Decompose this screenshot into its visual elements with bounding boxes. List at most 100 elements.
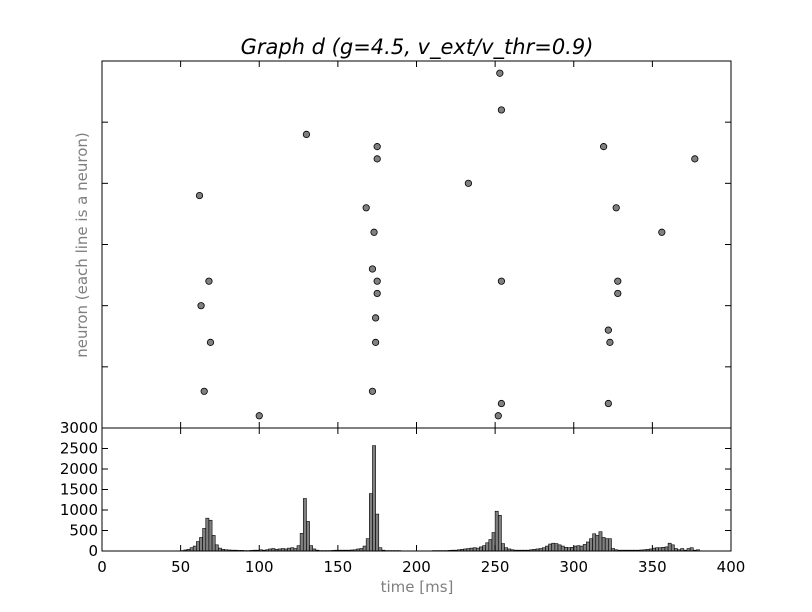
histogram-bar: [375, 513, 380, 552]
spike-point: [373, 277, 381, 285]
histogram-bar: [488, 539, 493, 552]
histogram-bar: [548, 543, 553, 552]
spike-point: [494, 412, 502, 420]
histogram-bar: [214, 544, 219, 552]
raster-points: [195, 69, 699, 420]
histogram-bar: [667, 542, 672, 552]
histogram-bar: [365, 538, 370, 552]
x-tick-label: 100: [245, 558, 274, 576]
histogram-bar: [192, 545, 197, 552]
spike-point: [372, 338, 380, 346]
histogram-bar: [564, 547, 568, 552]
spike-point: [362, 204, 370, 212]
histogram-bar: [196, 541, 200, 552]
spike-point: [614, 277, 622, 285]
histogram-bar: [579, 545, 584, 552]
spike-point: [195, 191, 204, 200]
histogram-bar: [296, 545, 301, 552]
x-tick-label: 300: [559, 558, 588, 576]
y-tick-label: 1000: [60, 501, 98, 519]
histogram-bar: [560, 545, 565, 552]
y-tick-label: 3000: [60, 419, 98, 437]
x-tick-label: 400: [717, 558, 746, 576]
histogram-bar: [661, 547, 666, 552]
histogram-bar: [557, 544, 562, 552]
spike-point: [302, 130, 311, 138]
y-tick-label: 1500: [60, 481, 98, 499]
histogram-bar: [309, 545, 314, 552]
x-tick-label: 150: [324, 558, 353, 576]
chart-title: Graph d (g=4.5, v_ext/v_thr=0.9): [241, 35, 594, 60]
histogram-bar: [482, 545, 486, 552]
spike-point: [614, 289, 622, 298]
spike-point: [496, 69, 504, 77]
axis-tick-labels: 0 50 100 150 200 250 300 350 400 0 500 1000 1500 2000…: [60, 419, 746, 576]
x-tick-label: 200: [402, 558, 431, 576]
histogram-bar: [576, 545, 581, 552]
histogram-bar: [369, 493, 373, 552]
spike-point: [205, 277, 213, 285]
spike-point: [200, 387, 208, 395]
x-tick-label: 350: [638, 558, 667, 576]
histogram-bar: [211, 535, 216, 552]
raster-y-axis-label: neuron (each line is a neuron): [73, 132, 91, 358]
spike-point: [464, 179, 472, 187]
histogram-bar: [306, 521, 310, 552]
spike-point: [658, 228, 666, 236]
spike-point: [691, 155, 699, 163]
histogram-bar: [670, 544, 675, 552]
spike-point: [497, 106, 506, 114]
histogram-bar: [362, 545, 367, 552]
histogram-bar: [501, 543, 505, 552]
x-tick-label: 0: [97, 558, 107, 576]
spike-point: [612, 204, 620, 212]
spike-point: [604, 399, 612, 408]
histogram-plot-frame: [101, 427, 732, 552]
histogram-bar: [202, 528, 207, 552]
histogram-bar: [601, 537, 606, 552]
spike-point: [604, 326, 612, 334]
spike-point: [206, 338, 215, 346]
y-tick-label: 500: [69, 522, 98, 540]
histogram-bar: [551, 542, 556, 552]
spike-point: [606, 338, 614, 346]
y-tick-label: 2500: [60, 440, 98, 458]
spike-point: [372, 314, 380, 322]
histogram-bar: [545, 545, 549, 552]
x-tick-label: 250: [481, 558, 510, 576]
histogram-bar: [586, 541, 590, 552]
histogram-bar: [302, 498, 307, 552]
y-tick-label: 0: [88, 542, 98, 560]
spike-point: [370, 228, 378, 236]
histogram-bar: [299, 533, 304, 552]
histogram-bar: [604, 538, 609, 552]
spike-point: [373, 143, 381, 151]
spike-point: [255, 412, 263, 420]
histogram-bar: [595, 535, 600, 552]
histogram-bar: [582, 544, 587, 552]
histogram-bar: [205, 517, 210, 552]
spike-point: [373, 289, 381, 298]
histogram-bar: [372, 445, 376, 552]
histogram-bar: [479, 546, 483, 552]
y-tick-label: 2000: [60, 460, 98, 478]
histogram-bar: [208, 519, 213, 552]
x-tick-label: 50: [171, 558, 190, 576]
histogram-bar: [497, 515, 502, 552]
spike-point: [497, 277, 506, 285]
spike-point: [373, 155, 381, 163]
spike-point: [497, 399, 506, 408]
histogram-bar: [664, 546, 669, 552]
histogram-bar: [608, 538, 612, 552]
histogram-bar: [485, 542, 490, 552]
histogram-bar: [589, 538, 593, 552]
histogram-bar: [554, 543, 559, 552]
histogram-bar: [592, 533, 597, 552]
histogram-bar: [598, 531, 603, 552]
spike-point: [600, 143, 608, 151]
spike-point: [368, 265, 377, 273]
histogram-x-axis-label: time [ms]: [381, 578, 454, 596]
spike-point: [368, 387, 377, 395]
